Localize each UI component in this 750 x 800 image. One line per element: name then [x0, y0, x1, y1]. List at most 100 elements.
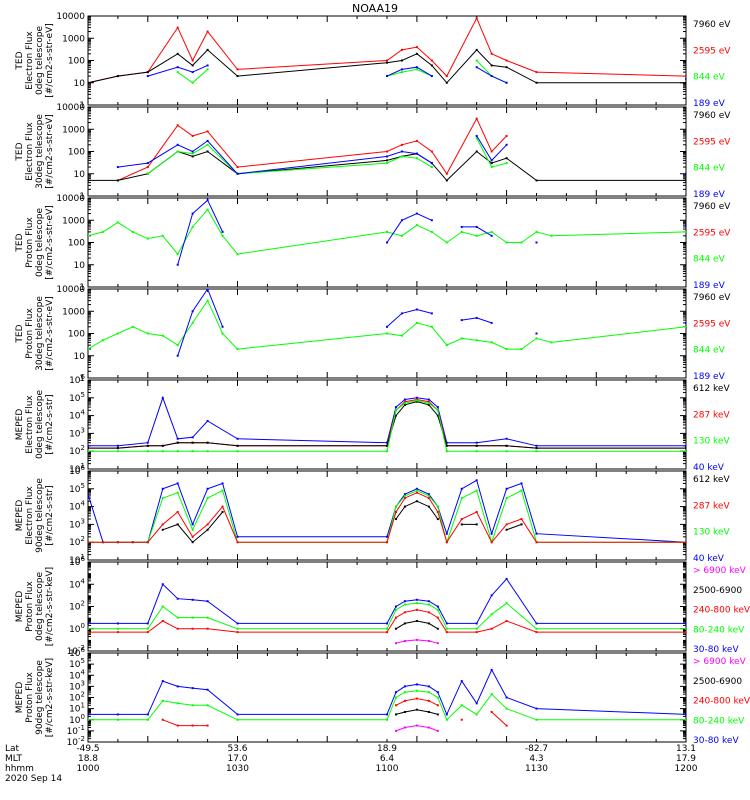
data-point	[386, 59, 388, 62]
data-point	[386, 241, 388, 244]
data-point	[427, 494, 430, 497]
series-group	[88, 479, 686, 544]
data-point	[236, 68, 239, 71]
data-point	[415, 598, 418, 601]
data-point	[176, 437, 179, 440]
data-point	[116, 631, 119, 634]
y-axis-label: TEDProton Flux0deg telescope[#/cm2-s-str…	[15, 205, 55, 280]
data-point	[394, 691, 397, 694]
data-point	[535, 532, 538, 535]
data-point	[394, 605, 397, 608]
y-axis-label-line: [#/cm2-s-str-eV]	[45, 296, 55, 371]
data-point	[176, 143, 179, 146]
data-point	[206, 704, 209, 707]
data-point	[386, 162, 388, 165]
legend-label: 2595 eV	[693, 228, 731, 238]
data-point	[685, 172, 686, 175]
data-point	[505, 157, 508, 160]
data-point	[394, 505, 397, 508]
data-point	[475, 479, 478, 482]
data-point	[436, 505, 439, 508]
data-point	[191, 71, 194, 74]
data-point	[685, 224, 686, 227]
data-point	[475, 316, 478, 319]
data-point	[206, 523, 209, 526]
y-axis-label-line: Electron Flux	[25, 395, 35, 454]
data-point	[88, 718, 89, 721]
data-point	[403, 398, 406, 401]
data-point	[146, 718, 149, 721]
data-point	[400, 59, 403, 62]
data-point	[176, 482, 179, 485]
y-tick-label: 10000	[56, 194, 85, 204]
data-point	[535, 230, 538, 233]
data-point	[505, 134, 508, 137]
data-point	[206, 450, 209, 453]
y-tick-label: 106	[69, 373, 85, 386]
data-point	[176, 441, 179, 444]
data-point	[403, 710, 406, 713]
legend-label: 240-800 keV	[693, 697, 750, 707]
data-point	[490, 234, 493, 237]
data-point	[427, 398, 430, 401]
data-point	[460, 230, 463, 233]
data-point	[386, 332, 388, 335]
bottom-axis-value-lat: 13.1	[675, 744, 697, 754]
data-point	[394, 729, 397, 732]
data-point	[386, 631, 388, 634]
row-label-lat: Lat	[5, 744, 20, 754]
data-point	[88, 348, 89, 351]
data-point	[430, 219, 433, 222]
data-point	[490, 159, 493, 162]
data-point	[475, 441, 478, 444]
y-tick-label: 1000	[62, 216, 85, 226]
data-point	[430, 150, 433, 153]
data-point	[427, 710, 430, 713]
series-line	[178, 289, 686, 356]
data-point	[191, 155, 194, 158]
data-point	[191, 541, 194, 544]
data-point	[685, 450, 686, 453]
data-point	[403, 400, 406, 403]
data-point	[475, 137, 478, 140]
data-point	[236, 535, 239, 538]
data-point	[505, 497, 508, 500]
data-point	[403, 505, 406, 508]
data-point	[176, 354, 179, 357]
data-point	[161, 396, 164, 399]
y-tick-label: 103	[69, 426, 85, 439]
data-point	[206, 30, 209, 33]
data-point	[415, 68, 418, 71]
data-point	[386, 159, 388, 162]
data-point	[415, 46, 418, 49]
data-point	[146, 166, 149, 169]
data-point	[460, 337, 463, 340]
data-point	[415, 487, 418, 490]
legend-label: 612 keV	[693, 384, 730, 394]
data-point	[394, 414, 397, 417]
panel-frame	[87, 561, 687, 652]
bottom-axis-column: -49.5 18.8 1000	[68, 744, 108, 774]
legend-label: 7960 eV	[693, 20, 731, 30]
data-point	[475, 234, 478, 237]
data-point	[505, 602, 508, 605]
y-axis-label-line: Electron Flux	[25, 122, 35, 181]
data-point	[475, 713, 478, 716]
data-point	[146, 622, 149, 625]
y-axis-label-line: [#/cm2-s-str]	[45, 394, 55, 454]
data-point	[176, 253, 179, 256]
data-point	[88, 622, 89, 625]
data-point	[490, 341, 493, 344]
data-point	[403, 726, 406, 729]
series-line	[162, 500, 522, 543]
data-point	[206, 299, 209, 302]
data-point	[400, 71, 403, 74]
data-point	[236, 450, 239, 453]
data-point	[415, 396, 418, 399]
data-point	[520, 482, 523, 485]
data-point	[206, 441, 209, 444]
data-point	[206, 64, 209, 67]
data-point	[436, 414, 439, 417]
